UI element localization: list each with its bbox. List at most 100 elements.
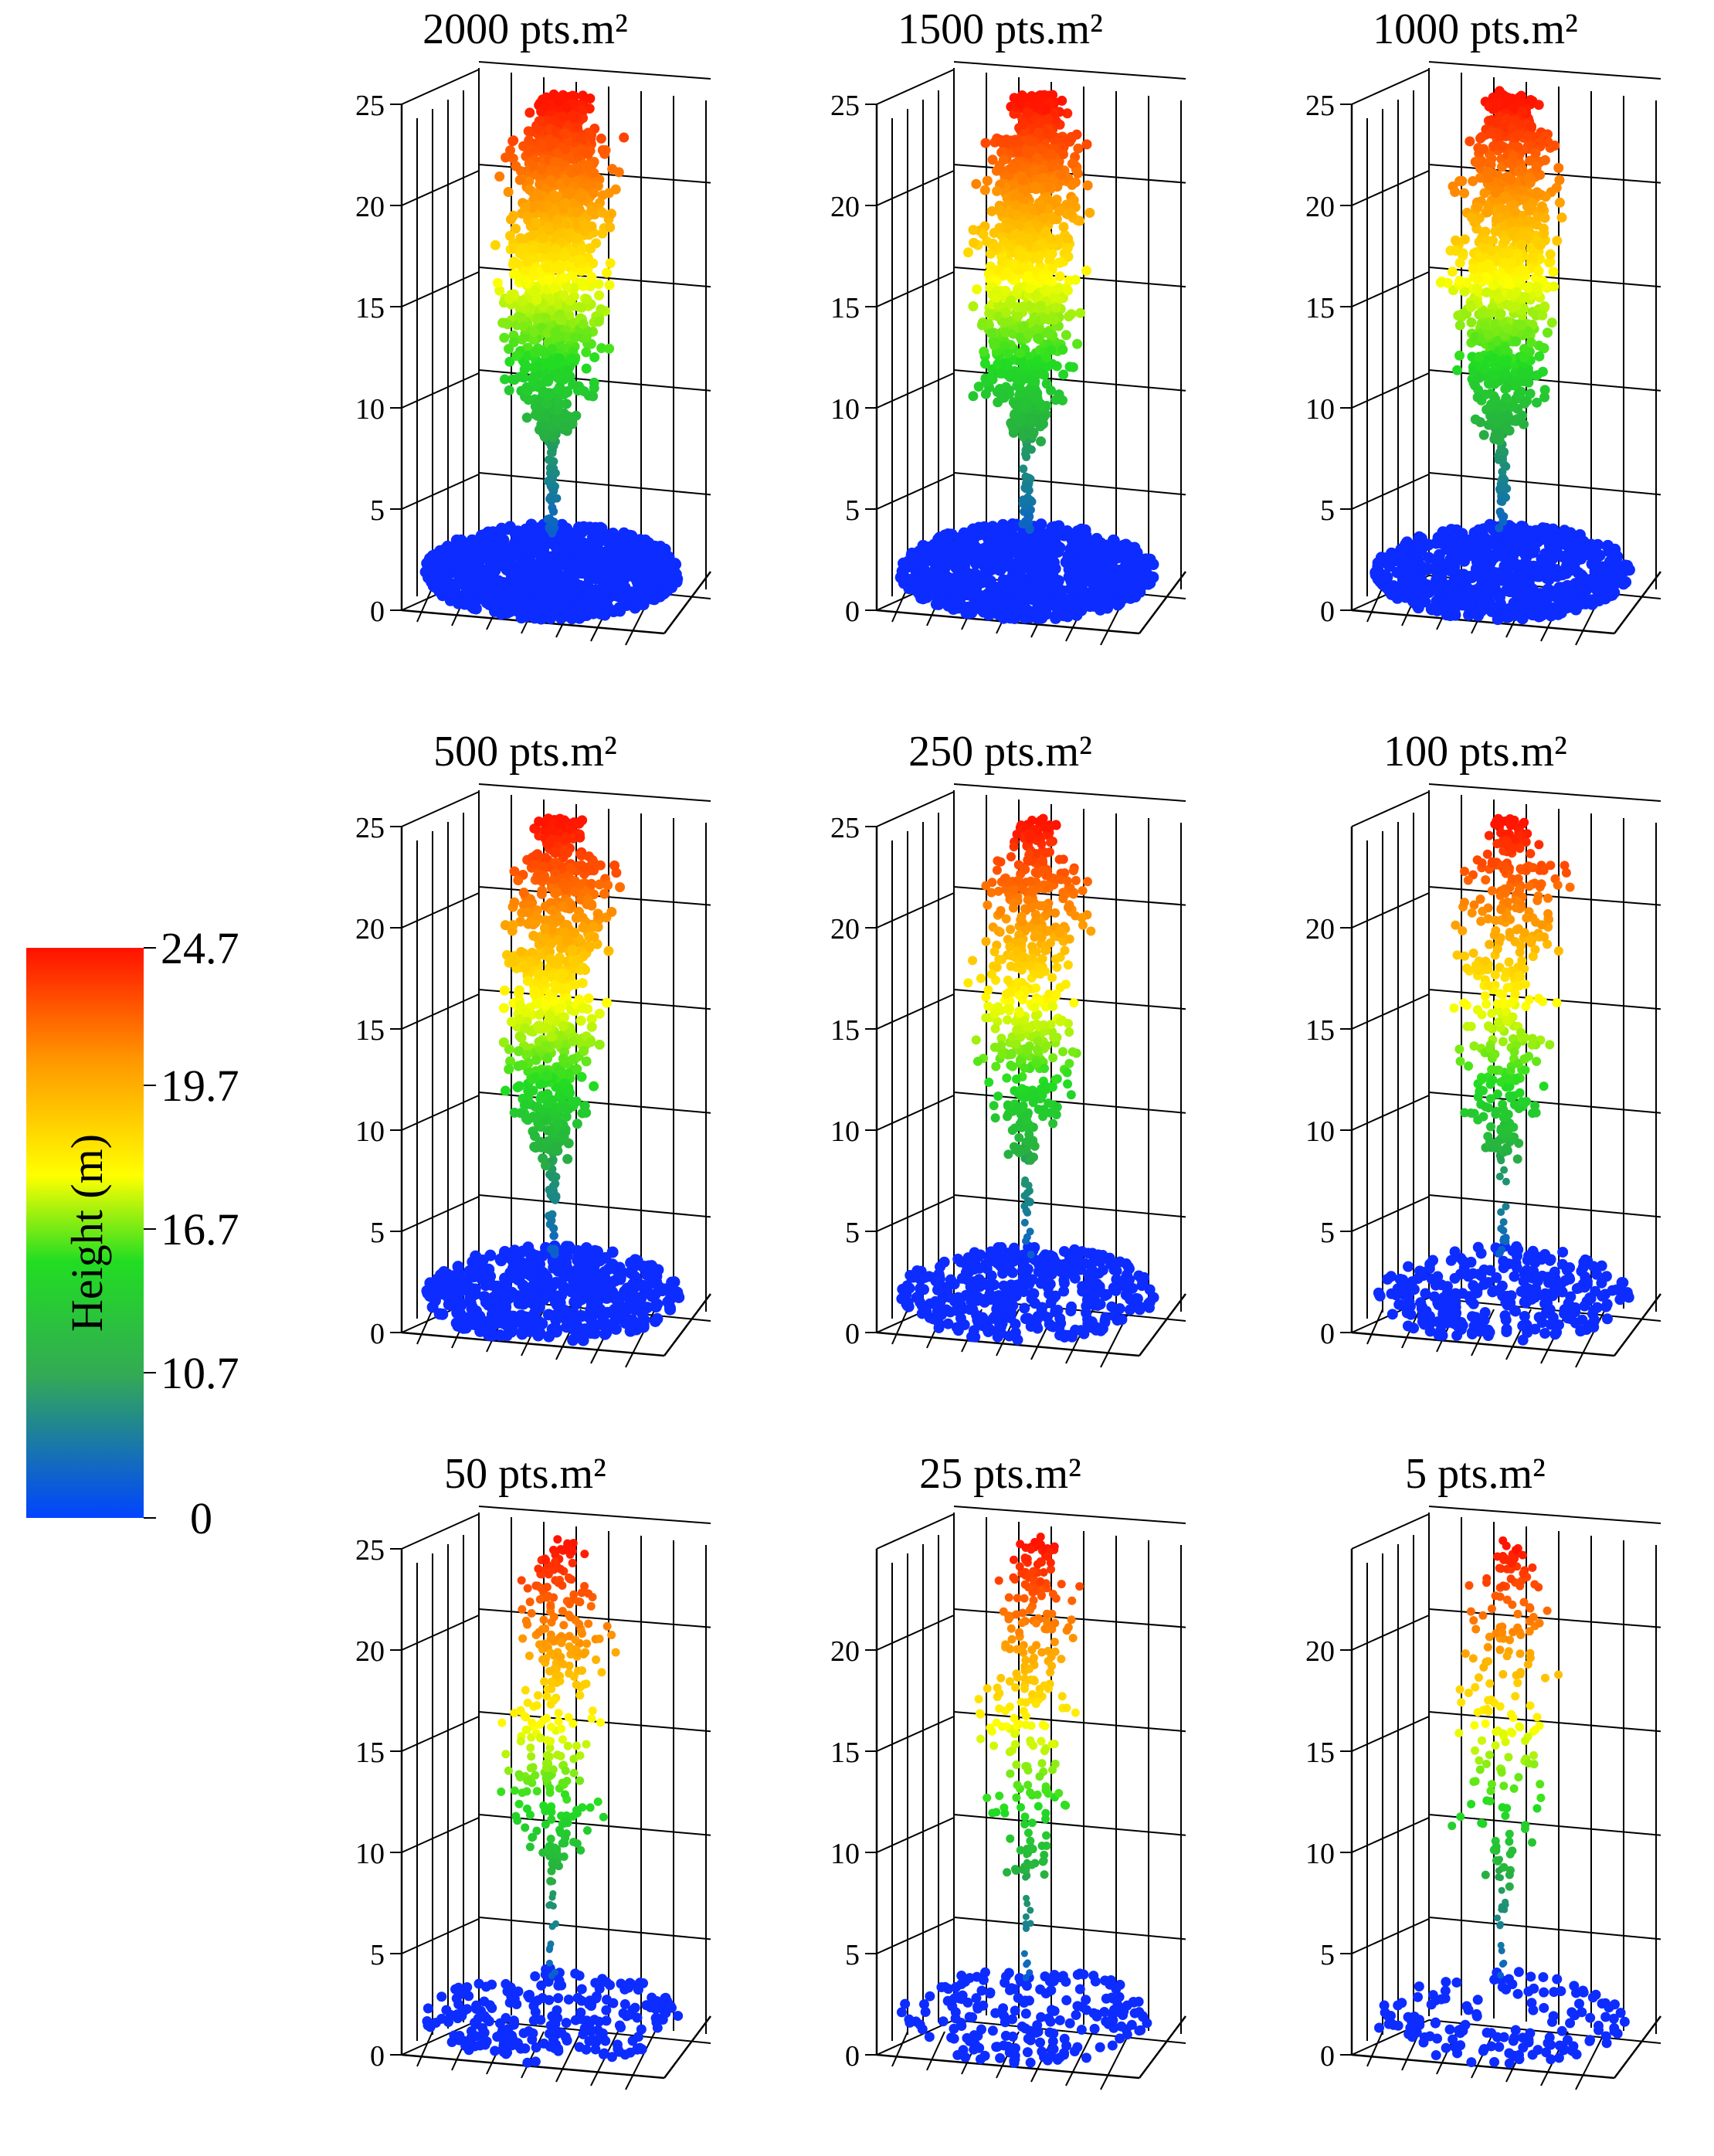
grid-line: [478, 61, 711, 80]
crown-point: [1031, 392, 1042, 402]
crown-point: [538, 421, 549, 432]
crown-point: [1019, 203, 1030, 214]
grid-line: [1351, 170, 1430, 206]
ground-point: [633, 573, 646, 586]
crown-point: [582, 294, 592, 305]
crown-point: [1040, 284, 1051, 295]
crown-point: [504, 385, 514, 396]
trunk-point: [1021, 472, 1030, 481]
z-tick-label: 5: [1320, 494, 1335, 527]
crown-point: [1033, 333, 1044, 344]
z-tick-label: 10: [1305, 393, 1335, 426]
ground-point: [660, 560, 672, 572]
crown-point: [1013, 311, 1023, 321]
ground-point: [1075, 538, 1088, 551]
ground-point: [1037, 561, 1050, 573]
crown-point: [986, 328, 996, 338]
ground-point: [606, 529, 619, 542]
ground-point: [634, 538, 647, 550]
crown-point: [1065, 208, 1076, 219]
ground-point: [542, 605, 555, 617]
ground-point: [575, 582, 587, 594]
crown-point: [996, 390, 1007, 401]
ground-point: [575, 605, 587, 617]
crown-point: [1017, 175, 1028, 185]
ground-point: [1050, 612, 1062, 624]
ground-point: [1077, 585, 1089, 597]
z-tick-label: 20: [1305, 191, 1335, 223]
ground-point: [484, 555, 496, 568]
crown-point: [1067, 179, 1078, 190]
grid-line: [953, 61, 1186, 80]
ground-point: [997, 531, 1010, 544]
ground-point: [1067, 558, 1080, 570]
crown-point: [511, 258, 522, 269]
crown-point: [492, 277, 503, 288]
grid-line: [664, 571, 711, 634]
ground-point: [1431, 596, 1443, 608]
ground-point: [464, 539, 477, 552]
crown-point: [604, 343, 615, 354]
ground-point: [1034, 592, 1047, 604]
crown-point: [1081, 139, 1092, 150]
grid-line: [401, 170, 480, 206]
ground-point: [961, 603, 973, 616]
crown-point: [538, 243, 548, 253]
crown-point: [1057, 149, 1068, 160]
trunk-point: [1023, 442, 1032, 451]
crown-point: [572, 207, 582, 218]
ground-point: [455, 547, 467, 559]
z-tick-label: 15: [830, 292, 860, 324]
crown-point: [1050, 302, 1061, 313]
crown-point: [1017, 119, 1028, 130]
ground-point: [589, 552, 602, 564]
crown-point: [504, 294, 515, 304]
crown-point: [550, 327, 561, 338]
crown-point: [1070, 274, 1081, 285]
crown-point: [529, 327, 540, 338]
crown-point: [584, 160, 595, 171]
crown-point: [518, 296, 528, 307]
crown-point: [508, 210, 519, 221]
ground-point: [955, 568, 968, 580]
grid-line: [401, 69, 480, 105]
ground-point: [932, 598, 945, 610]
trunk-point: [1021, 484, 1030, 494]
crown-point: [606, 209, 616, 219]
crown-point: [1009, 260, 1020, 270]
ground-point: [1018, 580, 1030, 592]
ground-point: [1091, 532, 1103, 545]
crown-point: [1003, 348, 1013, 359]
ground-point: [460, 562, 473, 575]
panel-title: 1500 pts.m²: [898, 5, 1103, 53]
crown-point: [982, 175, 993, 186]
ground-point: [609, 573, 622, 586]
crown-point: [1063, 233, 1074, 244]
crown-point: [1043, 361, 1054, 372]
ground-point: [1002, 552, 1014, 564]
crown-point: [1023, 233, 1033, 244]
ground-point: [1142, 578, 1155, 590]
grid-line: [1351, 69, 1430, 105]
crown-point: [586, 205, 597, 216]
crown-point: [578, 90, 589, 101]
crown-point: [1018, 431, 1029, 442]
crown-point: [1037, 239, 1048, 250]
crown-point: [1024, 283, 1035, 294]
ground-point: [592, 536, 605, 548]
crown-point: [522, 256, 533, 267]
crown-point: [1010, 399, 1020, 410]
crown-point: [552, 418, 562, 429]
ground-point: [969, 568, 981, 580]
ground-point: [555, 559, 568, 571]
colorbar-tick-label: 0: [190, 1493, 212, 1543]
ground-point: [974, 527, 986, 539]
crown-point: [552, 214, 563, 225]
ground-point: [1028, 555, 1040, 568]
ground-point: [983, 599, 995, 612]
crown-point: [1015, 348, 1026, 358]
crown-point: [527, 243, 538, 254]
crown-point: [1000, 268, 1011, 279]
crown-point: [549, 157, 560, 168]
